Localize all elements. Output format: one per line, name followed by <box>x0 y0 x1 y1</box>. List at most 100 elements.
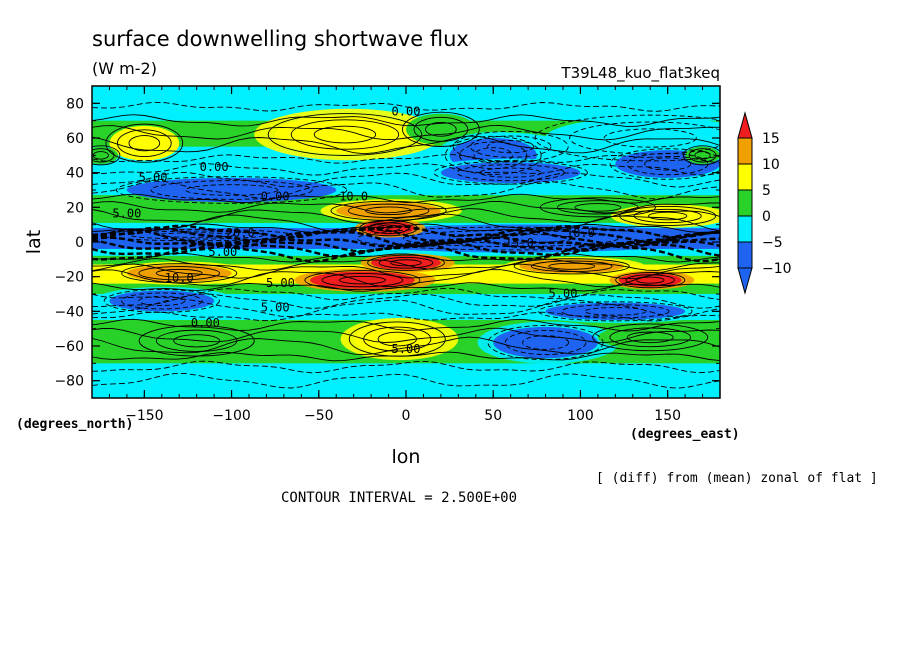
contour-ring <box>530 260 613 273</box>
colorbar-label: 15 <box>762 131 780 147</box>
y-tick-label: −40 <box>54 304 84 320</box>
contour-ring <box>473 147 513 164</box>
contour-ring <box>105 123 184 163</box>
contour-ring <box>155 329 238 352</box>
x-tick-label: 50 <box>484 408 502 424</box>
colorbar-label: 10 <box>762 157 780 173</box>
contour-ring <box>444 135 542 175</box>
contour-ring <box>138 295 186 306</box>
contour-ring <box>487 324 604 361</box>
contour-ring <box>321 273 404 288</box>
contour-ring <box>413 116 469 142</box>
contour-ring <box>522 335 570 350</box>
y-tick-label: −20 <box>54 270 84 286</box>
contour-label: 5.00 <box>261 300 290 314</box>
contour-ring <box>513 258 630 275</box>
field-blob-core <box>353 323 441 355</box>
field-blob-core <box>126 264 232 282</box>
contour-line <box>92 163 720 176</box>
contour-ring <box>433 160 588 185</box>
contour-ring <box>185 184 279 196</box>
field-blob <box>685 146 720 164</box>
colorbar-label: −5 <box>762 235 783 251</box>
contour-ring <box>625 274 675 286</box>
contour-ring <box>574 203 622 212</box>
contour-ring <box>313 125 377 144</box>
y-axis: −80 −60 −40 −20 0 20 40 60 80 <box>54 96 720 390</box>
contour-ring <box>609 327 691 348</box>
contour-label: 5.00 <box>549 286 578 300</box>
contour-ring <box>155 268 203 278</box>
y-axis-label: lat <box>23 230 45 254</box>
colorbar-segment <box>737 241 753 269</box>
y-tick-label: 60 <box>66 131 84 147</box>
contour-ring <box>157 232 236 238</box>
contour-interval: CONTOUR INTERVAL = 2.500E+00 <box>281 490 517 506</box>
contour-line <box>92 269 720 288</box>
contour-label: 10.0 <box>165 271 194 285</box>
contour-ring <box>304 270 421 291</box>
contour-ring <box>682 145 720 166</box>
contour-label: 0.00 <box>200 160 229 174</box>
x-tick-label: −50 <box>304 408 334 424</box>
contour-ring <box>609 148 720 180</box>
experiment-label: T39L48_kuo_flat3keq <box>560 64 720 83</box>
field-blob-core <box>618 273 682 288</box>
contour-line <box>92 200 720 214</box>
contour-ring <box>619 206 717 226</box>
contour-label: 5.00 <box>208 245 237 259</box>
contour-ring <box>121 263 238 284</box>
contour-line <box>92 282 720 292</box>
contour-ring <box>376 224 401 232</box>
field-blob-core <box>371 255 441 270</box>
contour-label: 5.00 <box>392 342 421 356</box>
x-tick-label: −150 <box>125 408 163 424</box>
contour-ring <box>378 257 434 269</box>
colorbar-label: −10 <box>762 261 792 277</box>
x-tick-label: 150 <box>654 408 681 424</box>
field-blob-core <box>493 326 598 359</box>
contour-ring <box>539 197 656 218</box>
x-unit-label: (degrees_east) <box>630 427 740 442</box>
contour-ring <box>115 176 348 204</box>
contour-ring <box>615 272 686 289</box>
contour-ring <box>338 275 386 285</box>
contour-labels: 0.00 0.00 5.00 0.00 10.0 5.00 20.0 5.00 15.0 10.0… <box>112 104 594 355</box>
x-axis-label: lon <box>392 446 421 468</box>
contour-ring <box>367 254 445 271</box>
y-tick-label: 20 <box>66 200 84 216</box>
contour-ring <box>479 167 542 178</box>
contour-ring <box>538 301 693 322</box>
contour-ring <box>92 148 115 163</box>
field-blob <box>109 125 180 161</box>
contour-ring <box>626 331 674 344</box>
field-blob-core <box>336 202 441 220</box>
x-tick-label: −100 <box>212 408 250 424</box>
field-band <box>92 380 720 398</box>
contour-label: 20.0 <box>226 226 255 240</box>
colorbar-segment <box>737 189 753 217</box>
contour-line <box>92 293 720 309</box>
x-axis: −150 −100 −50 0 50 100 150 <box>108 86 704 424</box>
contour-ring <box>603 128 697 148</box>
contour-ring <box>363 326 432 352</box>
colorbar: 15 10 5 0 −5 −10 <box>737 111 792 295</box>
field-band <box>92 103 720 122</box>
contour-ring <box>644 157 692 171</box>
contour-label: 5.00 <box>266 276 295 290</box>
contour-ring <box>557 200 639 215</box>
contour-label: 5.00 <box>139 170 168 184</box>
colorbar-label: 0 <box>762 209 771 225</box>
y-tick-label: 0 <box>75 235 84 251</box>
colorbar-arrow-top <box>737 111 753 139</box>
chart-title: surface downwelling shortwave flux <box>92 27 469 51</box>
contour-ring <box>592 323 709 352</box>
field-blob-core <box>440 162 581 184</box>
y-unit-label: (degrees_north) <box>16 417 133 432</box>
contour-ring <box>117 129 172 157</box>
contour-ring <box>150 180 313 200</box>
contour-ring <box>377 331 417 347</box>
contour-line <box>92 226 720 244</box>
contour-ring <box>584 307 647 316</box>
